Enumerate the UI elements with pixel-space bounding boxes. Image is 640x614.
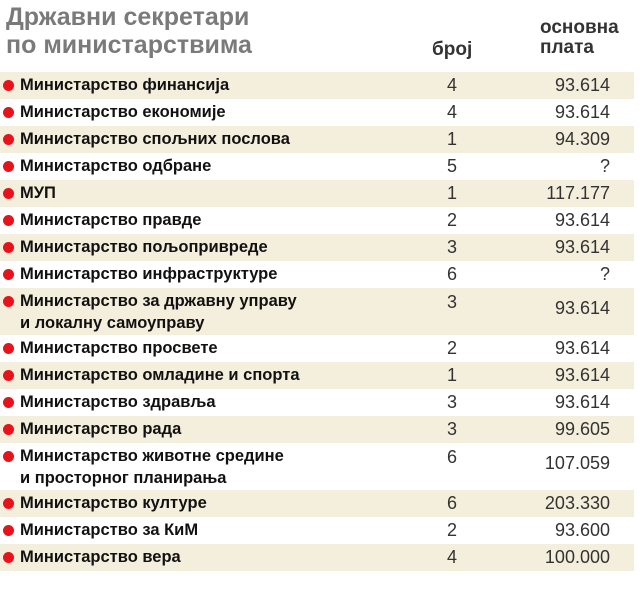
bullet	[3, 80, 14, 91]
count: 2	[446, 338, 457, 358]
bullet	[3, 269, 14, 280]
count: 1	[446, 183, 457, 203]
salary: 93.600	[554, 520, 610, 540]
table-row: МУП 1 117.177	[0, 180, 634, 207]
count: 1	[446, 129, 457, 149]
ministry-name: МУП	[20, 184, 56, 202]
salary: 93.614	[554, 392, 610, 412]
column-header: плата	[540, 37, 594, 58]
count: 6	[446, 447, 457, 467]
salary: 94.309	[554, 129, 610, 149]
count: 5	[446, 156, 457, 176]
ministry-name: Министарство културе	[20, 494, 207, 512]
ministry-name: Министарство одбране	[20, 157, 212, 175]
bullet	[3, 107, 14, 118]
bullet	[3, 161, 14, 172]
bullet	[3, 343, 14, 354]
ministry-name: Министарство за КиМ	[20, 521, 199, 539]
salary: 93.614	[554, 102, 610, 122]
table-row: Министарство финансија 4 93.614	[0, 72, 634, 99]
bullet	[3, 296, 14, 307]
salary: 93.614	[554, 365, 610, 385]
ministry-name: Министарство инфраструктуре	[20, 265, 278, 283]
salary: 93.614	[554, 298, 610, 318]
ministry-name: и локалну самоуправу	[20, 314, 205, 332]
bullet	[3, 134, 14, 145]
salary: ?	[599, 156, 610, 176]
count: 2	[446, 520, 457, 540]
table-row: Министарство омладине и спорта 1 93.614	[0, 362, 634, 389]
salary: 99.605	[554, 419, 610, 439]
ministry-name: Министарство пољопривреде	[20, 238, 268, 256]
table-row: Министарство здравља 3 93.614	[0, 389, 634, 416]
bullet	[3, 451, 14, 462]
count: 6	[446, 493, 457, 513]
title-line: Државни секретари	[6, 3, 250, 31]
ministry-name: Министарство здравља	[20, 393, 216, 411]
table-row: Министарство одбране 5?	[0, 153, 634, 180]
salary: 117.177	[546, 183, 610, 203]
count: 3	[446, 392, 457, 412]
count: 6	[446, 264, 457, 284]
ministry-name: Министарство вера	[20, 548, 181, 566]
table-row: Министарство спољних послова 1 94.309	[0, 126, 634, 153]
salary: 100.000	[544, 547, 610, 567]
ministry-name: Министарство правде	[20, 211, 202, 229]
table-row: Министарство пољопривреде 3 93.614	[0, 234, 634, 261]
salary: 107.059	[544, 453, 610, 473]
table-row: Министарство економије 4 93.614	[0, 99, 634, 126]
table-row: Министарство вера 4 100.000	[0, 544, 634, 571]
table-row: Министарство за државну управу и локалну …	[0, 288, 634, 335]
ministry-name: Министарство животне средине	[20, 447, 284, 465]
count: 4	[446, 102, 457, 122]
count: 3	[446, 419, 457, 439]
table-row: Министарство за КиМ 2 93.600	[0, 517, 634, 544]
bullet	[3, 370, 14, 381]
salary: 93.614	[554, 210, 610, 230]
ministry-name: Министарство омладине и спорта	[20, 366, 300, 384]
count: 3	[446, 237, 457, 257]
ministry-name: Министарство рада	[20, 420, 182, 438]
column-header: основна	[540, 17, 619, 38]
count: 4	[446, 547, 457, 567]
bullet	[3, 215, 14, 226]
salary: 93.614	[554, 75, 610, 95]
bullet	[3, 242, 14, 253]
table-row: Министарство рада 3 99.605	[0, 416, 634, 443]
ministry-name: Министарство за државну управу	[20, 292, 297, 310]
salary: 93.614	[554, 237, 610, 257]
bullet	[3, 552, 14, 563]
count: 4	[446, 75, 457, 95]
bullet	[3, 424, 14, 435]
count: 1	[446, 365, 457, 385]
count: 2	[446, 210, 457, 230]
table-row: Министарство инфраструктуре 6?	[0, 261, 634, 288]
table-row: Министарство просвете 2 93.614	[0, 335, 634, 362]
ministry-name: Министарство просвете	[20, 339, 218, 357]
column-header: број	[432, 39, 473, 60]
bullet	[3, 397, 14, 408]
count: 3	[446, 292, 457, 312]
title-line: по министарствима	[6, 31, 252, 59]
salary: 93.614	[554, 338, 610, 358]
ministry-name: Министарство финансија	[20, 76, 230, 94]
salary: 203.330	[544, 493, 610, 513]
table-row: Министарство правде 2 93.614	[0, 207, 634, 234]
bullet	[3, 498, 14, 509]
bullet	[3, 188, 14, 199]
ministry-name: и просторног планирања	[20, 469, 227, 487]
ministry-name: Министарство спољних послова	[20, 130, 290, 148]
ministry-name: Министарство економије	[20, 103, 226, 121]
table-row: Министарство животне средине и просторног…	[0, 443, 634, 490]
salary: ?	[599, 264, 610, 284]
table-row: Министарство културе 6 203.330	[0, 490, 634, 517]
bullet	[3, 525, 14, 536]
